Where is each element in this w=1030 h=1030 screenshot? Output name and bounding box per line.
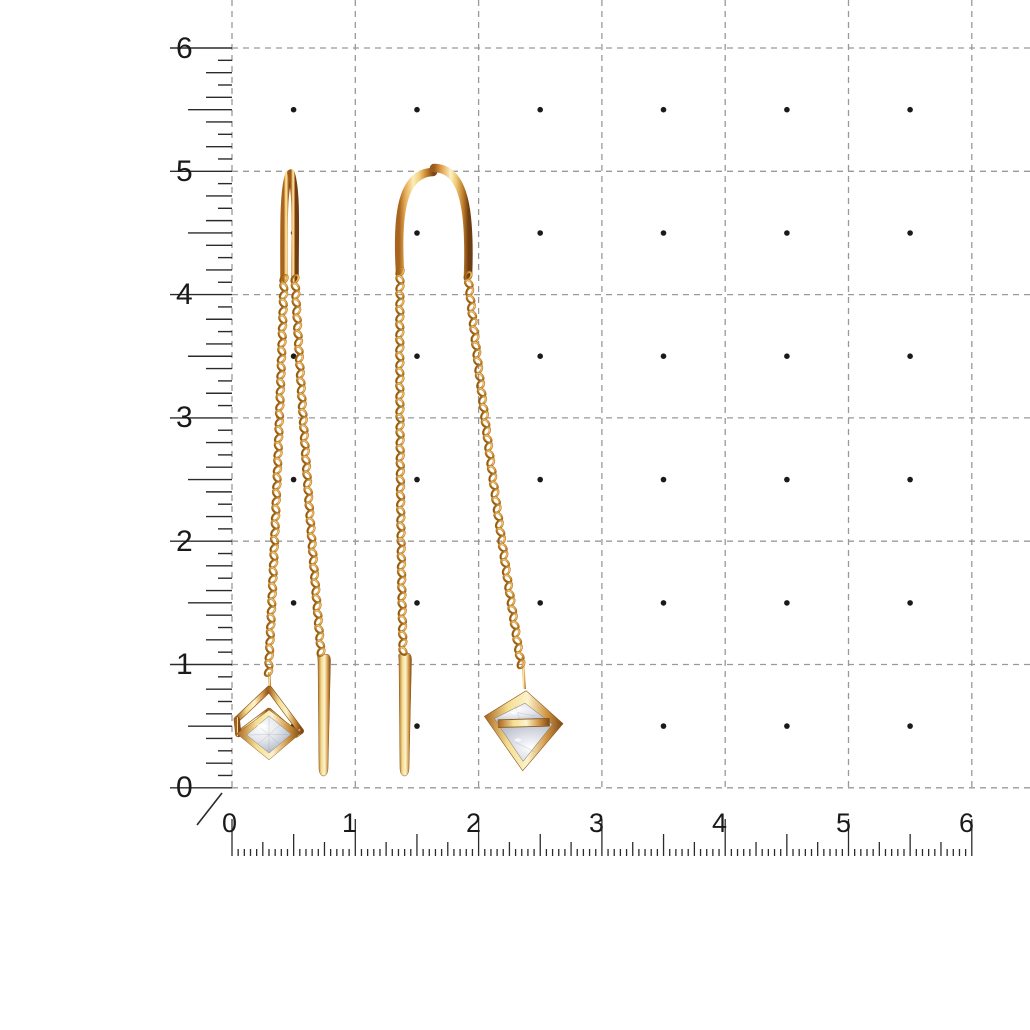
- svg-text:4: 4: [176, 278, 193, 311]
- svg-text:3: 3: [176, 401, 193, 434]
- svg-text:3: 3: [589, 808, 604, 838]
- svg-text:2: 2: [176, 525, 193, 558]
- svg-text:6: 6: [176, 32, 193, 65]
- svg-text:6: 6: [959, 808, 974, 838]
- svg-text:5: 5: [176, 155, 193, 188]
- svg-text:4: 4: [712, 808, 727, 838]
- svg-text:2: 2: [466, 808, 481, 838]
- svg-text:0: 0: [176, 771, 193, 804]
- svg-text:0: 0: [222, 808, 237, 838]
- svg-text:1: 1: [342, 808, 357, 838]
- svg-text:5: 5: [836, 808, 851, 838]
- svg-text:1: 1: [176, 648, 193, 681]
